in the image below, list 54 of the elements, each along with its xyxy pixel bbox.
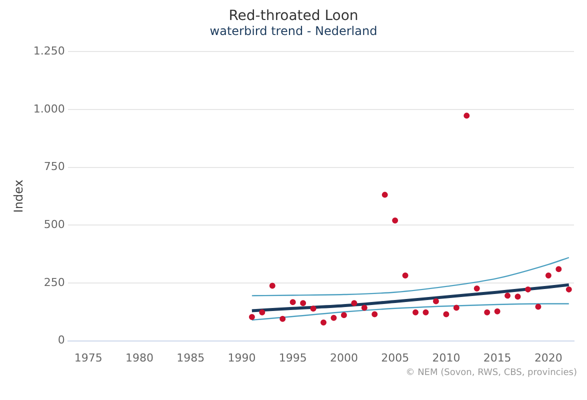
point	[566, 286, 572, 292]
y-tick-label: 1.000	[33, 102, 65, 116]
point	[300, 300, 306, 306]
chart-subtitle: waterbird trend - Nederland	[208, 24, 378, 38]
point	[248, 314, 255, 320]
y-tick-label: 1.250	[33, 44, 65, 58]
chart-title: Red-throated Loon	[228, 8, 360, 24]
point	[351, 300, 358, 306]
point	[280, 316, 286, 322]
x-tick-label: 1995	[278, 351, 307, 364]
point	[494, 308, 500, 314]
point	[269, 282, 276, 289]
point	[290, 299, 296, 306]
point	[422, 309, 429, 316]
x-tick-label: 2010	[432, 351, 460, 364]
x-tick-label: 1980	[125, 351, 154, 364]
point	[474, 286, 480, 292]
point	[412, 309, 419, 316]
point	[402, 272, 408, 279]
line-series	[251, 256, 570, 296]
point	[545, 272, 552, 279]
point	[392, 217, 398, 224]
point	[330, 314, 337, 321]
point	[432, 298, 439, 304]
line-series	[250, 283, 570, 312]
y-tick-label: 250	[44, 276, 65, 289]
y-tick-label: 750	[44, 160, 65, 174]
point	[382, 192, 388, 198]
point	[372, 311, 378, 318]
point	[514, 294, 521, 300]
y-tick-label: 500	[44, 218, 65, 231]
x-tick-label: 2005	[381, 351, 410, 364]
point	[453, 304, 460, 311]
point	[340, 312, 347, 318]
point	[524, 286, 531, 292]
y-axis-title: Index	[11, 180, 26, 213]
point	[464, 112, 470, 119]
x-tick-label: 1975	[74, 351, 102, 364]
y-tick-label: 0	[58, 334, 65, 347]
point	[361, 304, 368, 311]
x-tick-label: 1985	[176, 351, 205, 364]
text: © NEM (Sovon, RWS, CBS, provincies)	[404, 368, 578, 378]
point	[320, 320, 326, 326]
point	[310, 306, 316, 312]
x-tick-label: 2000	[330, 351, 358, 364]
point	[556, 266, 562, 272]
point	[443, 311, 450, 318]
x-tick-label: 2015	[483, 351, 512, 364]
x-tick-label: 1990	[228, 351, 256, 364]
x-tick-label: 2020	[534, 351, 562, 364]
point	[504, 292, 511, 299]
point	[484, 309, 490, 316]
point	[259, 309, 266, 316]
point	[535, 304, 542, 310]
